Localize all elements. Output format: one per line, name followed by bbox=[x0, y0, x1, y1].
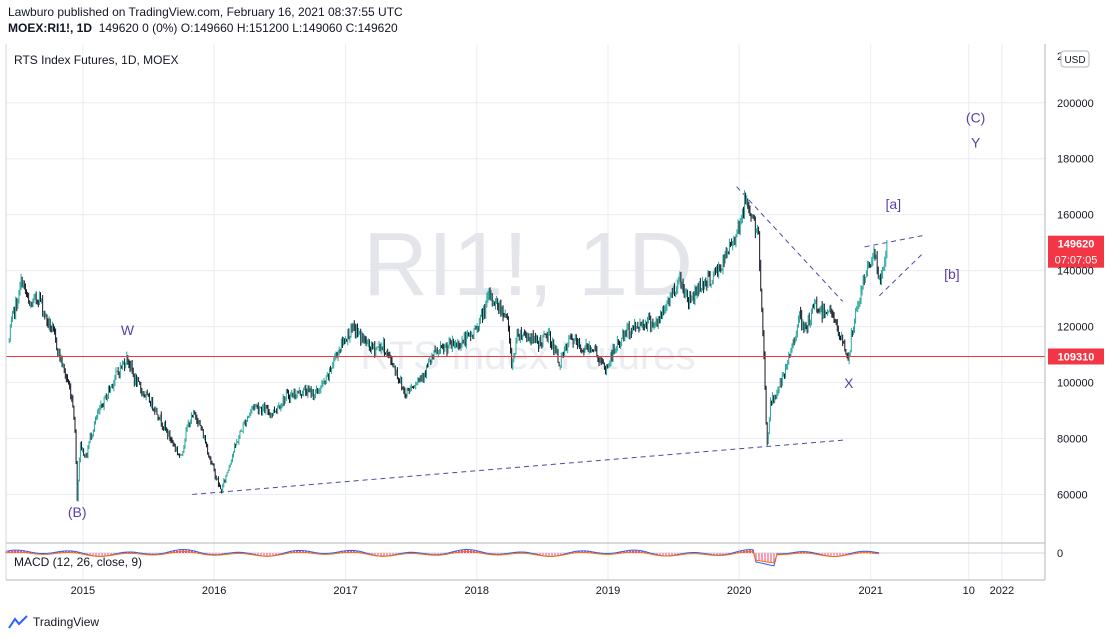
currency-label: USD bbox=[1064, 55, 1085, 66]
chart-title: RTS Index Futures, 1D, MOEX bbox=[14, 53, 179, 67]
open-label: O: bbox=[180, 21, 194, 35]
y-tick-label: 100000 bbox=[1057, 378, 1094, 390]
watermark-symbol: RI1!, 1D bbox=[363, 215, 693, 315]
high-label: H: bbox=[236, 21, 249, 35]
x-tick-label: 2020 bbox=[727, 585, 751, 597]
macd-pane bbox=[5, 549, 1045, 567]
y-tick-label: 180000 bbox=[1057, 154, 1094, 166]
macd-zero-label: 0 bbox=[1057, 548, 1063, 560]
wave-labels: W (B) X [a] [b] (C) Y bbox=[68, 109, 986, 519]
publish-line: Lawburo published on TradingView.com, Fe… bbox=[8, 5, 403, 19]
x-tick-label: 2018 bbox=[465, 585, 489, 597]
low-value: 149060 bbox=[302, 21, 343, 35]
wave-label: [a] bbox=[886, 196, 902, 212]
y-tick-label: 160000 bbox=[1057, 210, 1094, 222]
y-tick-label: 140000 bbox=[1057, 266, 1094, 278]
wave-label: W bbox=[121, 322, 135, 338]
x-tick-label: 2019 bbox=[596, 585, 620, 597]
footer: TradingView bbox=[8, 615, 99, 629]
close-value: 149620 bbox=[357, 21, 398, 35]
y-tick-label: 2 bbox=[1057, 51, 1063, 63]
trendline bbox=[878, 253, 923, 297]
brand-name[interactable]: TradingView bbox=[33, 615, 100, 629]
support-price-tag bbox=[1048, 348, 1104, 365]
wave-label: (B) bbox=[68, 504, 87, 520]
x-tick-label: 10 bbox=[963, 585, 975, 597]
horizontal-line[interactable]: 109310 149620 07:07:05 bbox=[6, 235, 1104, 365]
symbol-quote-line: MOEX:RI1!, 1D 149620 0 (0%) O:149660 H:1… bbox=[8, 21, 398, 35]
y-tick-label: 120000 bbox=[1057, 322, 1094, 334]
wave-label: X bbox=[844, 375, 854, 391]
trendline bbox=[864, 235, 923, 248]
support-price-label: 109310 bbox=[1058, 351, 1095, 363]
candles bbox=[8, 190, 888, 502]
wave-label: [b] bbox=[944, 266, 960, 282]
tradingview-logo-icon bbox=[8, 615, 28, 629]
wave-label: (C) bbox=[966, 109, 985, 125]
currency-badge bbox=[1060, 50, 1090, 68]
last-price-tag bbox=[1048, 235, 1104, 268]
x-tick-label: 2015 bbox=[71, 585, 95, 597]
x-tick-label: 2017 bbox=[333, 585, 357, 597]
x-tick-label: 2016 bbox=[202, 585, 226, 597]
y-tick-label: 200000 bbox=[1057, 98, 1094, 110]
close-label: C: bbox=[345, 21, 358, 35]
axes: 60000 80000 100000 120000 140000 160000 180000… bbox=[5, 44, 1094, 597]
countdown-label: 07:07:05 bbox=[1055, 255, 1098, 267]
wave-label: Y bbox=[971, 135, 981, 151]
high-value: 151200 bbox=[248, 21, 289, 35]
x-tick-label: 2022 bbox=[990, 585, 1014, 597]
grid bbox=[6, 44, 1045, 580]
open-value: 149660 bbox=[193, 21, 234, 35]
low-label: L: bbox=[292, 21, 303, 35]
quote: 149620 0 (0%) bbox=[98, 21, 178, 35]
trendline bbox=[192, 439, 847, 495]
symbol[interactable]: MOEX:RI1!, 1D bbox=[8, 21, 93, 35]
signal-line bbox=[5, 551, 880, 564]
y-tick-label: 60000 bbox=[1057, 489, 1088, 501]
price-chart[interactable]: RI1!, 1D RTS Index Futures 1093101496200… bbox=[0, 44, 1113, 604]
macd-label: MACD (12, 26, close, 9) bbox=[14, 555, 142, 569]
last-price-label: 149620 bbox=[1058, 239, 1095, 251]
macd-line bbox=[5, 549, 880, 567]
trendlines bbox=[192, 186, 923, 495]
trendline bbox=[736, 186, 844, 302]
y-tick-label: 80000 bbox=[1057, 433, 1088, 445]
x-tick-label: 2021 bbox=[858, 585, 882, 597]
